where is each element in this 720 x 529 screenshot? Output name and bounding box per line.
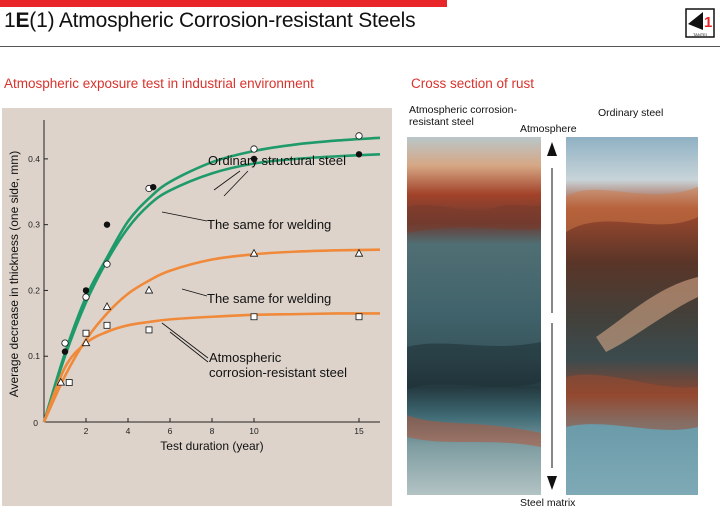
x-tick-label: 4: [126, 426, 131, 436]
data-point: [145, 326, 153, 334]
data-point: [144, 285, 154, 294]
chart-panel: 2 4 6 8 10 15 0.1 0.2 0.3 0.4 0 Test duration (year…: [2, 108, 392, 506]
y-tick-label: 0.1: [28, 351, 40, 361]
data-point: [82, 329, 90, 337]
logo-text: TANTEI: [693, 32, 707, 37]
data-point: [82, 287, 90, 294]
header-divider: [0, 46, 720, 47]
direction-arrows: [547, 142, 557, 490]
data-point: [355, 151, 363, 158]
series-line-0: [42, 136, 381, 423]
rust-photo-weathering-steel: [407, 137, 541, 495]
right-photo-label: Ordinary steel: [598, 107, 664, 119]
y-tick-label: 0.2: [28, 285, 40, 295]
data-point: [61, 348, 69, 355]
y-tick-label: 0.3: [28, 220, 40, 230]
corrosion-chart: 2 4 6 8 10 15 0.1 0.2 0.3 0.4 0 Test duration (year…: [7, 120, 381, 453]
data-point: [249, 248, 259, 257]
data-point: [355, 313, 363, 321]
title-text: Atmospheric Corrosion-resistant Steels: [58, 9, 416, 32]
title-letter: E: [15, 9, 30, 32]
x-tick-label: 10: [249, 426, 259, 436]
label-resistant-steel-line2: corrosion-resistant steel: [209, 365, 347, 380]
origin-label: 0: [33, 418, 38, 428]
data-point: [65, 379, 73, 386]
header-accent-bar: [0, 0, 447, 7]
leader-line: [161, 322, 209, 359]
title-number: 1: [4, 9, 16, 32]
x-tick-label: 8: [210, 426, 215, 436]
left-photo-label-line2: resistant steel: [409, 116, 474, 128]
left-photo-label-line1: Atmospheric corrosion-: [409, 104, 517, 116]
x-tick-label: 15: [354, 426, 364, 436]
x-tick-label: 2: [84, 426, 89, 436]
title-index: (1): [29, 9, 55, 32]
data-point: [250, 145, 258, 153]
series-line-1: [42, 152, 381, 423]
page-title: 1E(1) Atmospheric Corrosion-resistant St…: [4, 9, 416, 33]
data-point: [103, 260, 111, 268]
chart-section-heading: Atmospheric exposure test in industrial …: [4, 76, 314, 91]
y-axis-label: Average decrease in thickness (one side,…: [7, 151, 21, 398]
rust-photo-ordinary-steel: [566, 137, 698, 495]
data-point: [150, 183, 157, 191]
data-point: [103, 321, 111, 329]
x-tick-label: 6: [168, 426, 173, 436]
data-point: [355, 132, 363, 140]
data-point: [102, 302, 112, 310]
company-logo: 1 TANTEI: [685, 8, 715, 38]
data-point: [81, 338, 91, 347]
rust-section-heading: Cross section of rust: [411, 76, 535, 91]
label-resistant-steel-line1: Atmospheric: [209, 350, 282, 365]
leader-line: [169, 331, 209, 363]
svg-text:1: 1: [704, 14, 712, 31]
left-photo-label: Atmospheric corrosion- resistant steel: [409, 104, 517, 128]
series-line-2: [42, 248, 381, 423]
data-point: [82, 293, 90, 301]
x-axis-label: Test duration (year): [160, 439, 263, 453]
arrow-up-icon: [547, 142, 557, 156]
leader-line: [161, 211, 208, 222]
label-resistant-welding: The same for welding: [207, 291, 331, 306]
data-point: [250, 313, 258, 321]
data-point: [61, 339, 69, 347]
leader-line: [223, 170, 249, 197]
arrow-down-icon: [547, 476, 557, 490]
y-tick-label: 0.4: [28, 154, 40, 164]
data-point: [250, 155, 258, 163]
steel-matrix-label: Steel matrix: [520, 497, 576, 509]
leader-line: [213, 170, 241, 191]
label-ordinary-welding: The same for welding: [207, 217, 331, 232]
label-ordinary-steel: Ordinary structural steel: [208, 153, 346, 168]
data-point: [354, 248, 364, 257]
data-point: [103, 221, 111, 228]
leader-line: [181, 288, 208, 297]
data-point: [56, 377, 66, 386]
atmosphere-label: Atmosphere: [520, 123, 577, 135]
